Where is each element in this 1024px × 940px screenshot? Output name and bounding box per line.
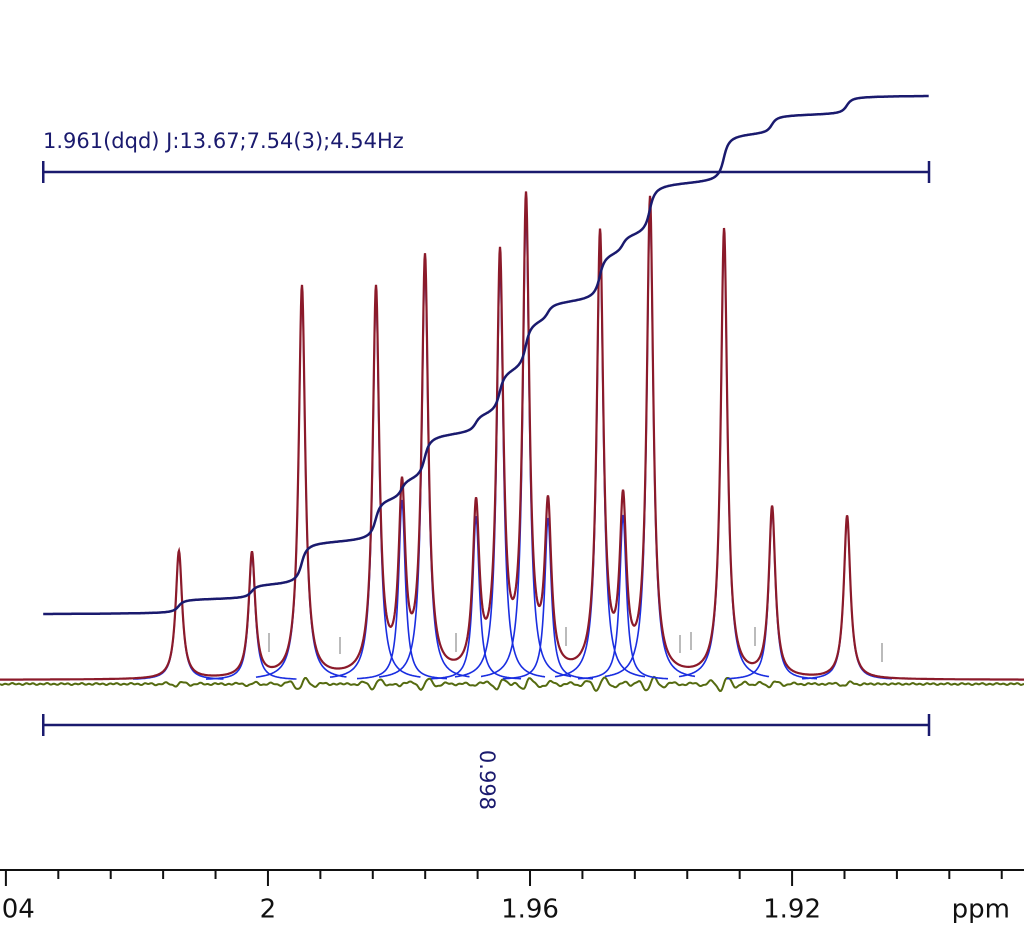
range-bar bbox=[41, 161, 931, 183]
x-tick-label: 1.92 bbox=[763, 895, 821, 925]
fitted-peak bbox=[481, 210, 571, 678]
range-bar bbox=[41, 714, 931, 736]
residual bbox=[0, 675, 1024, 693]
multiplet-label: 1.961(dqd) J:13.67;7.54(3);4.54Hz bbox=[43, 129, 404, 153]
integral-label: 0.998 bbox=[475, 750, 499, 810]
peak-markers bbox=[268, 627, 883, 662]
spectrum bbox=[0, 191, 1024, 681]
fitted-peak bbox=[678, 231, 770, 678]
x-tick-label: 2.04 bbox=[0, 895, 35, 925]
x-axis-label: ppm bbox=[952, 895, 1010, 925]
fitted-peak bbox=[430, 516, 522, 680]
x-tick-label: 2 bbox=[260, 895, 277, 925]
integral-curve bbox=[43, 94, 929, 616]
x-tick-label: 1.96 bbox=[501, 895, 559, 925]
fitted-peak bbox=[502, 517, 594, 680]
fitted-peak bbox=[357, 499, 447, 680]
fitted-peak bbox=[801, 516, 893, 680]
fitted-peak bbox=[554, 240, 646, 678]
fitted-peak bbox=[577, 514, 668, 680]
